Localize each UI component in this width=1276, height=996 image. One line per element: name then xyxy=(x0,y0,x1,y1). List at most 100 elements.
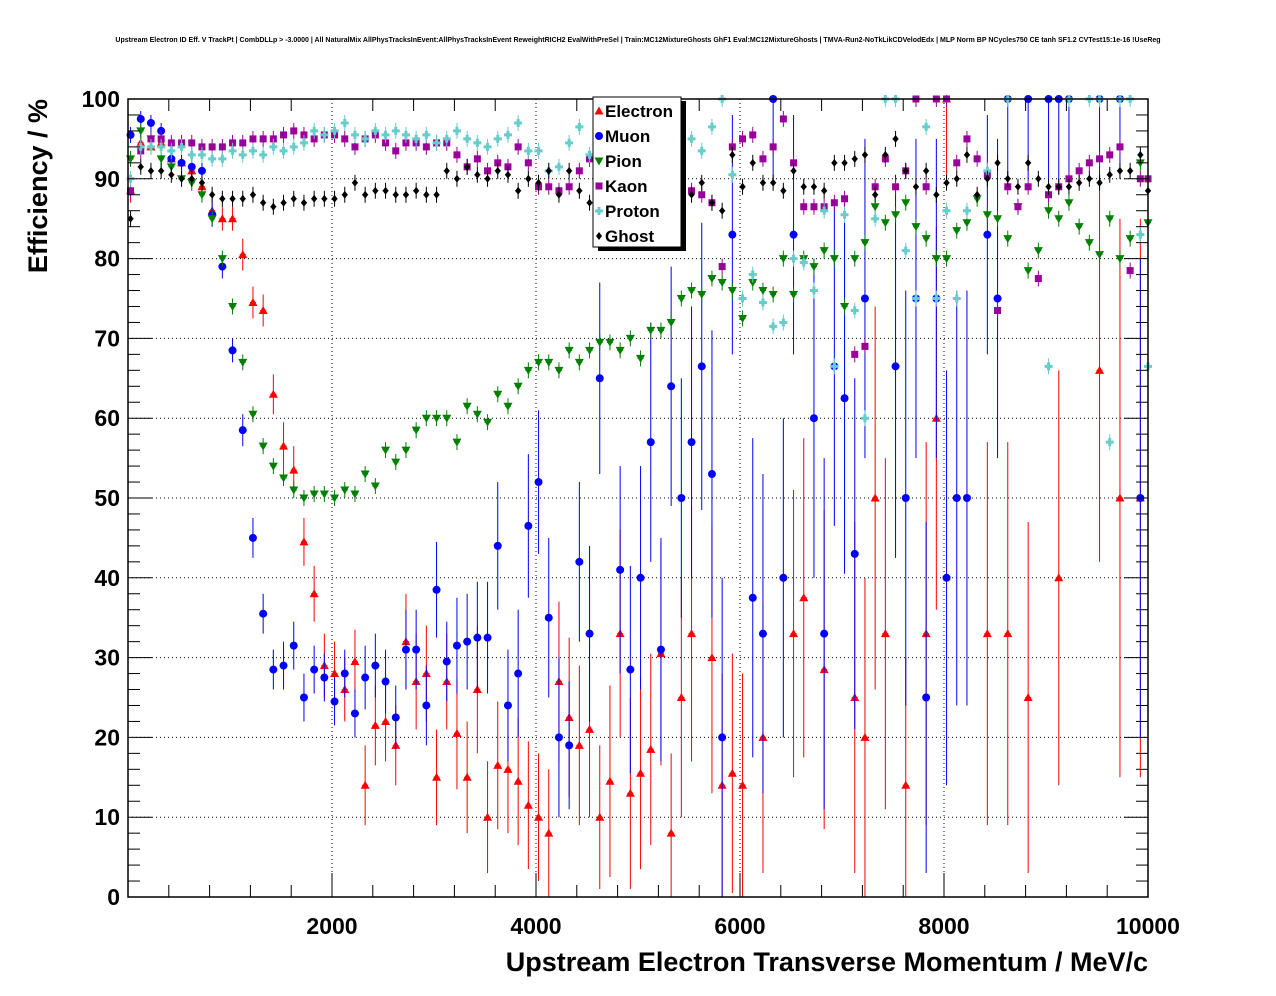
x-axis-title: Upstream Electron Transverse Momentum / … xyxy=(506,947,1148,977)
data-point xyxy=(1023,693,1033,701)
data-point xyxy=(248,533,257,542)
data-point xyxy=(697,146,706,155)
data-point xyxy=(636,573,645,582)
data-point xyxy=(228,146,237,155)
data-point xyxy=(912,182,919,191)
data-point xyxy=(871,214,880,223)
data-point xyxy=(544,828,554,837)
data-point xyxy=(677,494,686,502)
data-point xyxy=(381,677,390,686)
data-point xyxy=(370,482,380,491)
data-point xyxy=(615,346,625,355)
data-point xyxy=(1095,365,1105,374)
data-point xyxy=(982,629,992,638)
legend: Electron Muon Pion Kaon Proton Ghost xyxy=(592,96,686,251)
data-point xyxy=(860,239,870,248)
data-point xyxy=(534,812,544,821)
data-point xyxy=(381,716,391,725)
data-point xyxy=(554,733,563,742)
data-point xyxy=(1044,207,1054,216)
data-point xyxy=(453,151,461,159)
data-point xyxy=(473,155,481,163)
data-point xyxy=(1127,166,1134,175)
data-point xyxy=(729,150,736,159)
data-point xyxy=(217,255,227,264)
data-point xyxy=(443,166,450,175)
data-point xyxy=(483,633,492,642)
data-point xyxy=(1023,267,1033,276)
y-tick-label: 10 xyxy=(94,804,120,830)
data-point xyxy=(687,629,697,638)
data-point xyxy=(830,199,838,207)
data-point xyxy=(207,215,217,224)
data-point xyxy=(707,653,717,662)
data-point xyxy=(993,294,1002,303)
data-point xyxy=(464,162,471,171)
data-point xyxy=(1074,223,1084,232)
y-tick-label: 70 xyxy=(94,325,120,351)
data-point xyxy=(421,414,431,423)
data-point xyxy=(707,470,716,479)
data-point xyxy=(370,720,380,729)
data-point xyxy=(341,190,348,199)
data-point xyxy=(493,390,503,399)
data-point xyxy=(514,669,523,678)
data-point xyxy=(208,154,217,163)
data-point xyxy=(483,142,492,151)
x-tick-label: 4000 xyxy=(510,913,561,939)
data-point xyxy=(819,247,829,256)
chart-title: Upstream Electron ID Eff. V TrackPt | Co… xyxy=(115,37,1160,44)
data-point xyxy=(330,126,339,135)
data-point xyxy=(524,521,533,530)
data-point xyxy=(432,138,441,147)
data-point xyxy=(911,294,920,303)
data-point xyxy=(248,297,258,306)
data-point xyxy=(1105,215,1115,224)
data-point xyxy=(861,342,869,350)
data-point xyxy=(841,195,849,203)
data-point xyxy=(616,565,625,574)
data-point xyxy=(197,191,207,200)
data-point xyxy=(851,154,858,163)
data-point xyxy=(319,490,329,499)
data-point xyxy=(453,174,460,183)
data-point xyxy=(1116,143,1124,151)
data-point xyxy=(146,118,155,127)
data-point xyxy=(442,414,452,423)
data-point xyxy=(554,366,564,375)
data-point xyxy=(360,470,370,479)
data-point xyxy=(1115,493,1125,502)
data-point xyxy=(768,291,778,300)
data-point xyxy=(861,150,868,159)
data-point xyxy=(923,166,930,175)
data-point xyxy=(493,541,502,550)
data-point xyxy=(564,346,574,355)
data-point xyxy=(809,414,818,423)
data-point xyxy=(1065,182,1072,191)
data-point xyxy=(901,199,911,208)
data-point xyxy=(1045,182,1052,191)
data-point xyxy=(821,186,828,195)
data-point xyxy=(872,190,879,199)
data-point xyxy=(217,214,227,223)
data-point xyxy=(963,150,970,159)
data-point xyxy=(178,174,185,183)
data-point xyxy=(493,760,503,769)
data-point xyxy=(707,122,716,131)
data-point xyxy=(484,174,491,183)
data-point xyxy=(412,645,421,654)
data-point xyxy=(739,135,747,143)
data-point xyxy=(780,186,787,195)
legend-marker-pion xyxy=(594,157,604,166)
data-point xyxy=(188,174,195,183)
data-point xyxy=(249,135,257,143)
data-point xyxy=(422,143,430,151)
data-point xyxy=(646,326,656,335)
data-point xyxy=(473,633,482,642)
data-point xyxy=(625,788,635,797)
data-point xyxy=(901,246,910,255)
data-point xyxy=(1084,239,1094,248)
data-point xyxy=(483,812,493,821)
data-point xyxy=(239,194,246,203)
data-point xyxy=(748,270,757,279)
